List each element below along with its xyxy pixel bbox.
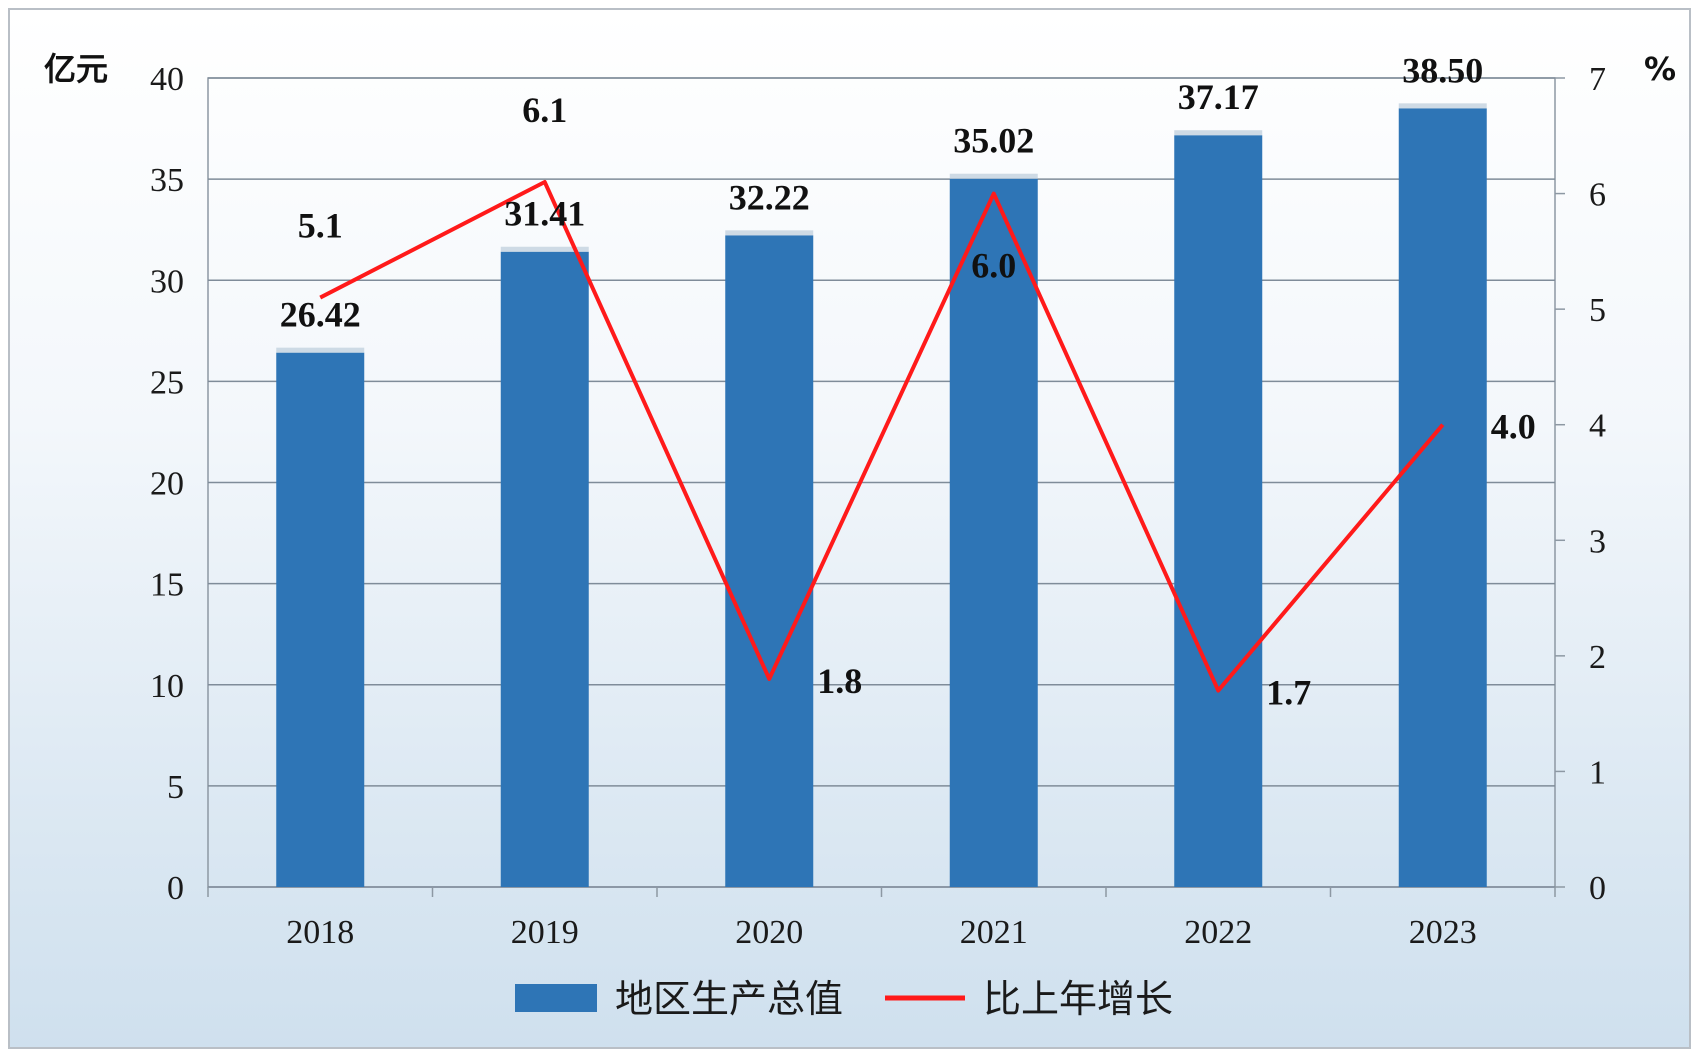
y-left-tick-label: 30 (150, 263, 184, 300)
bar-cap (1174, 130, 1263, 136)
y-right-tick-label: 0 (1589, 870, 1606, 907)
bar-data-label: 31.41 (504, 194, 585, 234)
y-left-tick-label: 35 (150, 162, 184, 199)
y-left-tick-label: 40 (150, 61, 184, 98)
y-left-tick-label: 0 (167, 870, 184, 907)
bar (949, 178, 1038, 887)
line-data-label: 4.0 (1491, 407, 1536, 447)
y-right-tick-label: 4 (1589, 408, 1606, 445)
line-data-label: 5.1 (298, 206, 343, 246)
x-tick-label: 2022 (1184, 914, 1252, 951)
bar-data-label: 35.02 (953, 121, 1034, 161)
y-right-tick-label: 5 (1589, 292, 1606, 329)
y-left-tick-label: 25 (150, 364, 184, 401)
line-data-label: 1.7 (1266, 673, 1311, 713)
gridlines (207, 77, 1556, 888)
axis-ticks: 0 5 10 15 20 25 30 35 40 0 1 2 3 4 5 6 7 2018 2019 2020 2021… (150, 61, 1606, 951)
legend: 地区生产总值 比上年增长 (515, 977, 1173, 1021)
y-right-tick-label: 3 (1589, 523, 1606, 560)
line-data-label: 1.8 (817, 661, 862, 701)
data-labels: 26.42 31.41 32.22 35.02 37.17 38.50 5.1 6.1 1.8 6… (280, 50, 1536, 712)
x-tick-label: 2021 (960, 914, 1028, 951)
bar-cap (500, 246, 589, 252)
bar (1398, 108, 1487, 887)
legend-bar-swatch (515, 984, 597, 1012)
bar-cap (725, 230, 814, 236)
bar (1174, 135, 1263, 887)
bar-cap (276, 347, 365, 353)
legend-bar-label: 地区生产总值 (615, 977, 843, 1021)
bar-series (276, 103, 1487, 888)
y-right-tick-label: 2 (1589, 639, 1606, 676)
y-right-tick-label: 6 (1589, 177, 1606, 214)
y-left-tick-label: 10 (150, 668, 184, 705)
growth-line (319, 180, 1445, 693)
line-data-label: 6.0 (971, 246, 1016, 286)
bar-data-label: 37.17 (1178, 77, 1259, 117)
bar (725, 235, 814, 888)
line-data-label: 6.1 (522, 90, 567, 130)
left-axis-unit: 亿元 (44, 50, 108, 88)
x-tick-label: 2018 (286, 914, 354, 951)
x-tick-label: 2023 (1409, 914, 1477, 951)
x-tick-label: 2020 (735, 914, 803, 951)
y-left-tick-label: 20 (150, 466, 184, 503)
bar-data-label: 38.50 (1402, 50, 1483, 90)
legend-line-label: 比上年增长 (983, 977, 1173, 1021)
y-left-tick-label: 5 (167, 769, 184, 806)
x-tick-label: 2019 (511, 914, 579, 951)
y-right-tick-label: 7 (1589, 61, 1606, 98)
bar-data-label: 32.22 (729, 177, 810, 217)
bar-data-label: 26.42 (280, 295, 361, 335)
bar-cap (949, 173, 1038, 179)
line-series (319, 180, 1445, 693)
y-left-tick-label: 15 (150, 567, 184, 604)
bar (276, 352, 365, 887)
y-right-tick-label: 1 (1589, 754, 1606, 791)
bar-cap (1398, 103, 1487, 109)
right-axis-unit: % (1644, 50, 1676, 88)
bar (500, 251, 589, 887)
